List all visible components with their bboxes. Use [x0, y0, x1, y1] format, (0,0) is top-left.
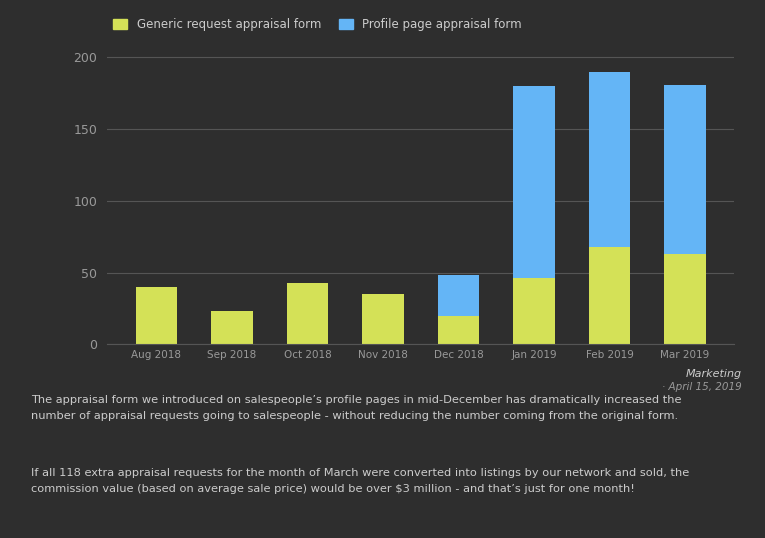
Text: If all 118 extra appraisal requests for the month of March were converted into l: If all 118 extra appraisal requests for …	[31, 468, 688, 494]
Bar	[513, 86, 555, 278]
Bar	[664, 84, 706, 254]
Legend: Generic request appraisal form, Profile page appraisal form: Generic request appraisal form, Profile …	[113, 18, 522, 31]
Text: Marketing: Marketing	[686, 369, 742, 379]
Bar	[438, 275, 480, 316]
Text: · April 15, 2019: · April 15, 2019	[662, 382, 742, 392]
Bar	[211, 312, 252, 344]
Bar	[135, 287, 177, 344]
Bar	[589, 72, 630, 247]
Text: The appraisal form we introduced on salespeople’s profile pages in mid-December : The appraisal form we introduced on sale…	[31, 395, 681, 421]
Bar	[589, 247, 630, 344]
Bar	[362, 294, 404, 344]
Bar	[438, 316, 480, 344]
Bar	[287, 282, 328, 344]
Bar	[513, 278, 555, 344]
Bar	[664, 254, 706, 344]
